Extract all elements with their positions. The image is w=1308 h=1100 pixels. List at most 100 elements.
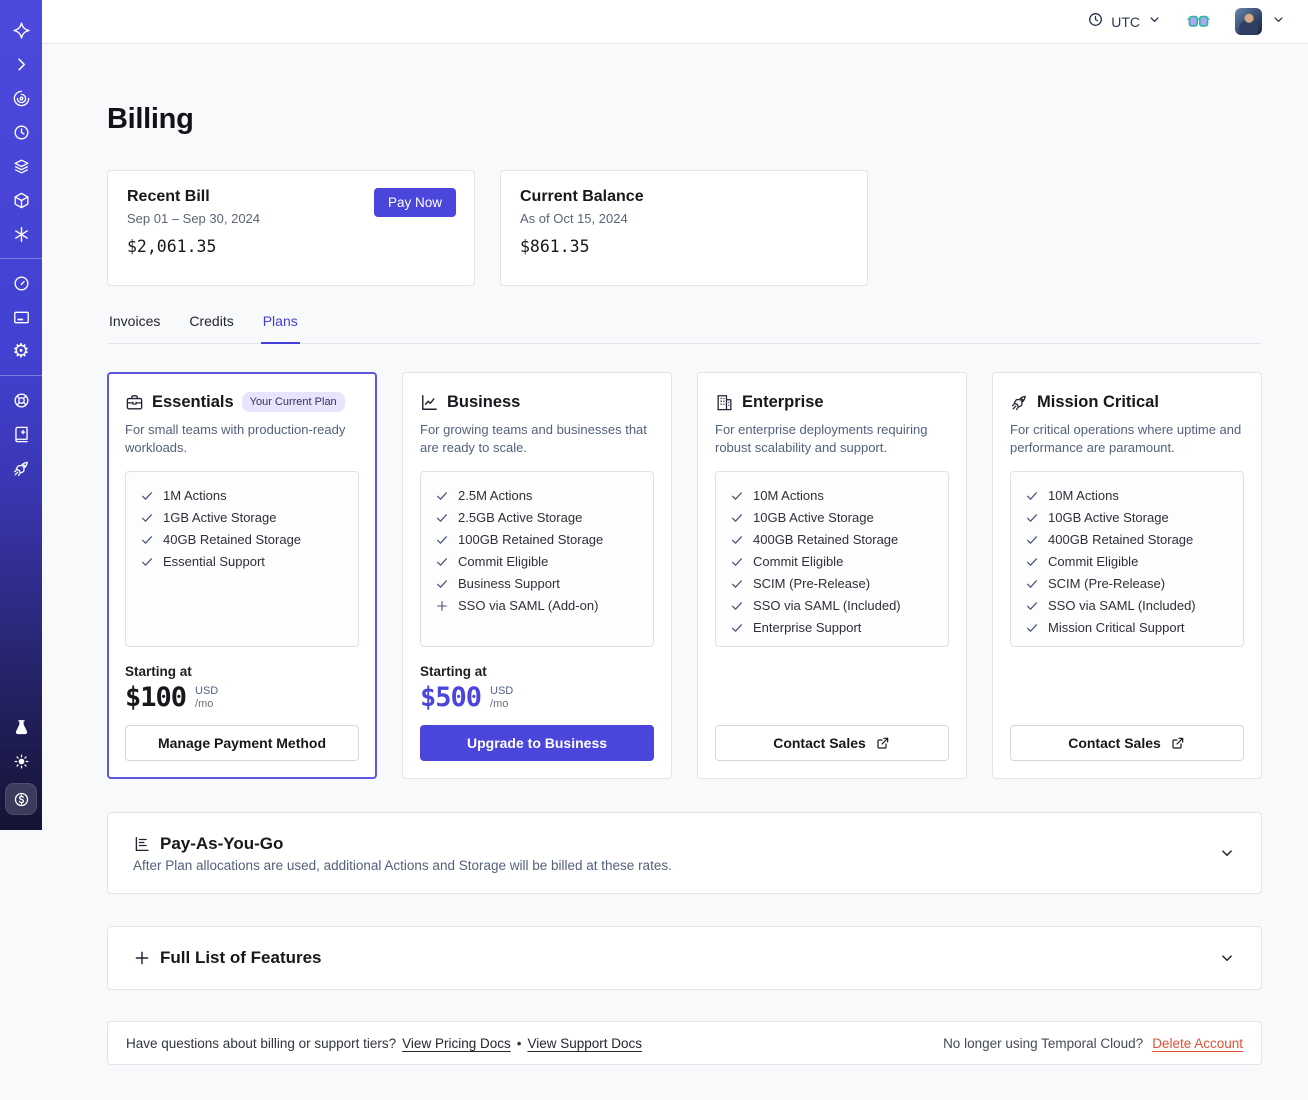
nav-theme[interactable] [0,744,42,778]
business-action-button[interactable]: Upgrade to Business [420,725,654,761]
briefcase-icon [125,393,144,412]
avatar[interactable] [1235,8,1262,35]
building-icon [715,393,734,412]
pay-now-button[interactable]: Pay Now [373,188,456,217]
price-period: /mo [490,698,509,710]
nav-settings[interactable]: ⚙ [0,334,42,368]
feature-label: 40GB Retained Storage [163,532,302,547]
recent-bill-period: Sep 01 – Sep 30, 2024 [127,211,261,226]
billing-card-icon [12,308,31,327]
plan-name: Mission Critical [1037,392,1159,411]
check-icon [730,511,744,525]
feature-item: 40GB Retained Storage [140,529,344,551]
nav-deployments[interactable] [0,183,42,217]
plan-header: Business [420,390,654,414]
nav-getting-started[interactable] [0,451,42,485]
recent-bill-card: Recent Bill Sep 01 – Sep 30, 2024 $2,061… [107,170,475,286]
nav-schedules[interactable] [0,115,42,149]
essentials-action-button[interactable]: Manage Payment Method [125,725,359,761]
glasses-icon[interactable] [1186,14,1211,29]
mission-critical-action-button[interactable]: Contact Sales [1010,725,1244,761]
nexus-asterisk-icon [12,225,31,244]
feature-label: Enterprise Support [753,620,862,635]
pricing-docs-link[interactable]: View Pricing Docs [402,1035,511,1051]
feature-item: 2.5GB Active Storage [435,507,639,529]
plan-name: Business [447,392,521,411]
feature-item: 1GB Active Storage [140,507,344,529]
delete-account-link[interactable]: Delete Account [1152,1035,1243,1051]
enterprise-action-button[interactable]: Contact Sales [715,725,949,761]
nav-labs[interactable] [0,710,42,744]
feature-label: SSO via SAML (Add-on) [458,598,599,613]
nav-workflows[interactable] [0,81,42,115]
feature-item: 400GB Retained Storage [1025,529,1229,551]
plan-card-enterprise: Enterprise For enterprise deployments re… [697,372,967,779]
nav-docs[interactable] [0,417,42,451]
feature-label: 10GB Active Storage [753,510,874,525]
spacer [420,647,654,664]
nav-usage[interactable] [0,266,42,300]
chevron-down-icon[interactable] [1218,844,1236,862]
deployments-cube-icon [12,191,31,210]
check-icon [435,489,449,503]
plan-price: $500 [420,682,482,713]
plan-header: Mission Critical [1010,390,1244,414]
spacer [125,647,359,664]
timezone-label: UTC [1111,13,1140,30]
plan-pricing: Starting at $500 USD /mo [420,664,654,713]
feature-item: Business Support [435,573,639,595]
summary-row: Recent Bill Sep 01 – Sep 30, 2024 $2,061… [107,170,1262,286]
feature-item: 10M Actions [1025,485,1229,507]
account-menu[interactable] [1235,8,1286,35]
feature-item: 400GB Retained Storage [730,529,934,551]
check-icon [435,511,449,525]
nav-nexus[interactable] [0,217,42,251]
chevron-down-icon[interactable] [1218,949,1236,967]
current-balance-date: As of Oct 15, 2024 [520,211,628,226]
footer-question-text: Have questions about billing or support … [126,1035,397,1051]
tab-invoices[interactable]: Invoices [109,313,161,329]
check-icon [140,533,154,547]
feature-item: 1M Actions [140,485,344,507]
feature-item: Essential Support [140,551,344,573]
nav-namespaces[interactable] [0,149,42,183]
check-icon [730,577,744,591]
current-balance-amount: $861.35 [520,237,590,256]
delete-account-prompt: No longer using Temporal Cloud? [943,1035,1144,1051]
nav-temporal-logo[interactable] [0,13,42,47]
price-period: /mo [195,698,214,710]
timezone-selector[interactable]: UTC [1087,11,1162,33]
support-docs-link[interactable]: View Support Docs [527,1035,643,1051]
main-area: UTC Billing Recent Bill Sep 01 – Sep 30,… [42,0,1308,1100]
nav-support[interactable] [0,383,42,417]
chevron-right-icon [12,55,31,74]
topbar: UTC [42,0,1308,44]
feature-label: 10M Actions [1048,488,1119,503]
feature-item: SSO via SAML (Included) [1025,595,1229,617]
check-icon [435,533,449,547]
check-icon [435,577,449,591]
nav-billing-active[interactable] [5,783,37,815]
plan-card-essentials: Essentials Your Current Plan For small t… [107,372,377,779]
check-icon [730,599,744,613]
nav-billing[interactable] [0,300,42,334]
payg-description: After Plan allocations are used, additio… [133,857,672,873]
check-icon [1025,577,1039,591]
tab-plans[interactable]: Plans [260,313,300,344]
feature-label: SSO via SAML (Included) [1048,598,1196,613]
feature-item: Commit Eligible [730,551,934,573]
current-plan-badge: Your Current Plan [241,392,345,412]
usage-gauge-icon [12,274,31,293]
pay-as-you-go-panel[interactable]: Pay-As-You-Go After Plan allocations are… [107,812,1262,894]
plan-card-business: Business For growing teams and businesse… [402,372,672,779]
billing-tabs: Invoices Credits Plans [107,313,1262,344]
tab-credits[interactable]: Credits [189,313,234,329]
full-features-panel[interactable]: Full List of Features [107,926,1262,990]
nav-expand[interactable] [0,47,42,81]
spacer [1010,647,1244,713]
plan-feature-list: 10M Actions 10GB Active Storage 400GB Reta… [1010,471,1244,647]
feature-label: 10GB Active Storage [1048,510,1169,525]
plan-description: For small teams with production-ready wo… [125,422,346,455]
starting-at-label: Starting at [420,664,487,679]
plan-name: Enterprise [742,392,824,411]
